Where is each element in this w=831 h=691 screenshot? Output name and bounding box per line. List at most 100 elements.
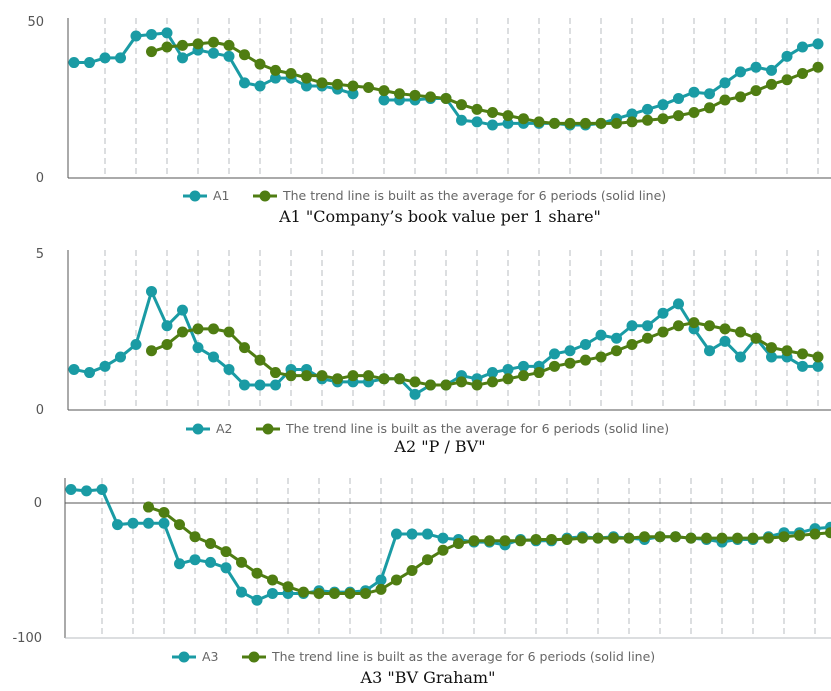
data-point [270, 64, 281, 76]
data-point [177, 326, 188, 338]
data-point [409, 388, 421, 400]
data-point [701, 532, 712, 544]
data-point [502, 373, 514, 385]
data-point [174, 558, 185, 570]
data-point [657, 99, 669, 111]
data-point [797, 41, 808, 53]
data-point [735, 66, 746, 78]
data-point [688, 86, 700, 98]
data-point [378, 94, 390, 106]
data-point [406, 565, 418, 576]
data-point [766, 78, 777, 90]
data-point [313, 587, 325, 599]
data-point [608, 532, 619, 544]
data-point [239, 379, 250, 391]
data-point [332, 373, 343, 385]
data-point [406, 528, 418, 540]
data-point [654, 531, 666, 543]
chart-title: A3 "BV Graham" [360, 668, 496, 687]
data-point [763, 532, 774, 544]
data-point [223, 363, 235, 375]
data-point [332, 78, 343, 90]
data-point [285, 67, 297, 79]
legend-label: The trend line is built as the average f… [285, 421, 669, 436]
data-point [719, 335, 731, 347]
data-point [564, 117, 576, 129]
data-point [704, 102, 715, 114]
data-point [177, 304, 188, 316]
data-point [347, 80, 359, 92]
data-point [564, 357, 576, 369]
series-trend [146, 36, 824, 129]
data-point [515, 535, 526, 547]
data-point [378, 85, 390, 97]
data-point [254, 354, 266, 366]
data-point [99, 360, 111, 372]
data-point [778, 531, 790, 543]
data-point [533, 367, 545, 379]
data-point [84, 57, 95, 69]
data-point [471, 379, 483, 391]
data-point [158, 506, 170, 518]
data-point [363, 82, 374, 94]
data-point [96, 484, 108, 495]
data-point [595, 351, 607, 363]
data-point [146, 285, 157, 297]
data-point [301, 80, 312, 92]
data-point [794, 529, 805, 541]
data-point [208, 351, 219, 363]
data-point [223, 39, 235, 51]
data-point [468, 535, 480, 547]
data-point [639, 531, 650, 543]
data-point [747, 532, 759, 544]
data-point [530, 533, 542, 545]
data-point [642, 332, 653, 344]
data-point [518, 370, 529, 382]
data-point [688, 317, 700, 329]
data-point [316, 370, 328, 382]
legend-label: The trend line is built as the average f… [282, 188, 666, 203]
data-point [220, 562, 232, 574]
data-point [143, 501, 154, 513]
data-point [360, 587, 371, 599]
data-point [298, 586, 309, 598]
legend-swatch-marker [262, 423, 274, 435]
data-point [99, 52, 111, 64]
data-point [115, 52, 126, 64]
data-point [223, 50, 235, 62]
data-point [220, 546, 232, 558]
data-point [673, 298, 684, 310]
data-point [766, 342, 777, 354]
data-point [812, 360, 824, 372]
data-point [549, 117, 560, 129]
data-point [161, 27, 173, 39]
data-point [316, 77, 328, 89]
data-point [577, 532, 588, 544]
y-tick-label: 50 [27, 15, 44, 30]
series-main [65, 484, 831, 606]
data-point [425, 91, 436, 103]
data-point [719, 323, 731, 335]
data-point [642, 320, 653, 332]
chart-panel-2: 0 5 A2 The trend line is built as the avera… [36, 247, 831, 456]
data-point [68, 363, 80, 375]
data-point [499, 535, 511, 547]
data-point [471, 116, 483, 128]
data-point [812, 351, 824, 363]
y-tick-label: 5 [36, 247, 44, 262]
data-point [375, 574, 387, 586]
data-point [236, 556, 247, 568]
data-point [518, 360, 529, 372]
data-point [112, 519, 123, 531]
data-point [812, 61, 824, 73]
data-point [642, 103, 653, 115]
data-point [735, 351, 746, 363]
data-point [766, 64, 777, 76]
data-point [84, 367, 95, 379]
data-point [161, 320, 173, 332]
data-point [487, 106, 498, 118]
data-point [347, 88, 359, 100]
data-point [158, 517, 170, 529]
legend-swatch-marker [192, 423, 204, 435]
data-point [685, 532, 697, 544]
